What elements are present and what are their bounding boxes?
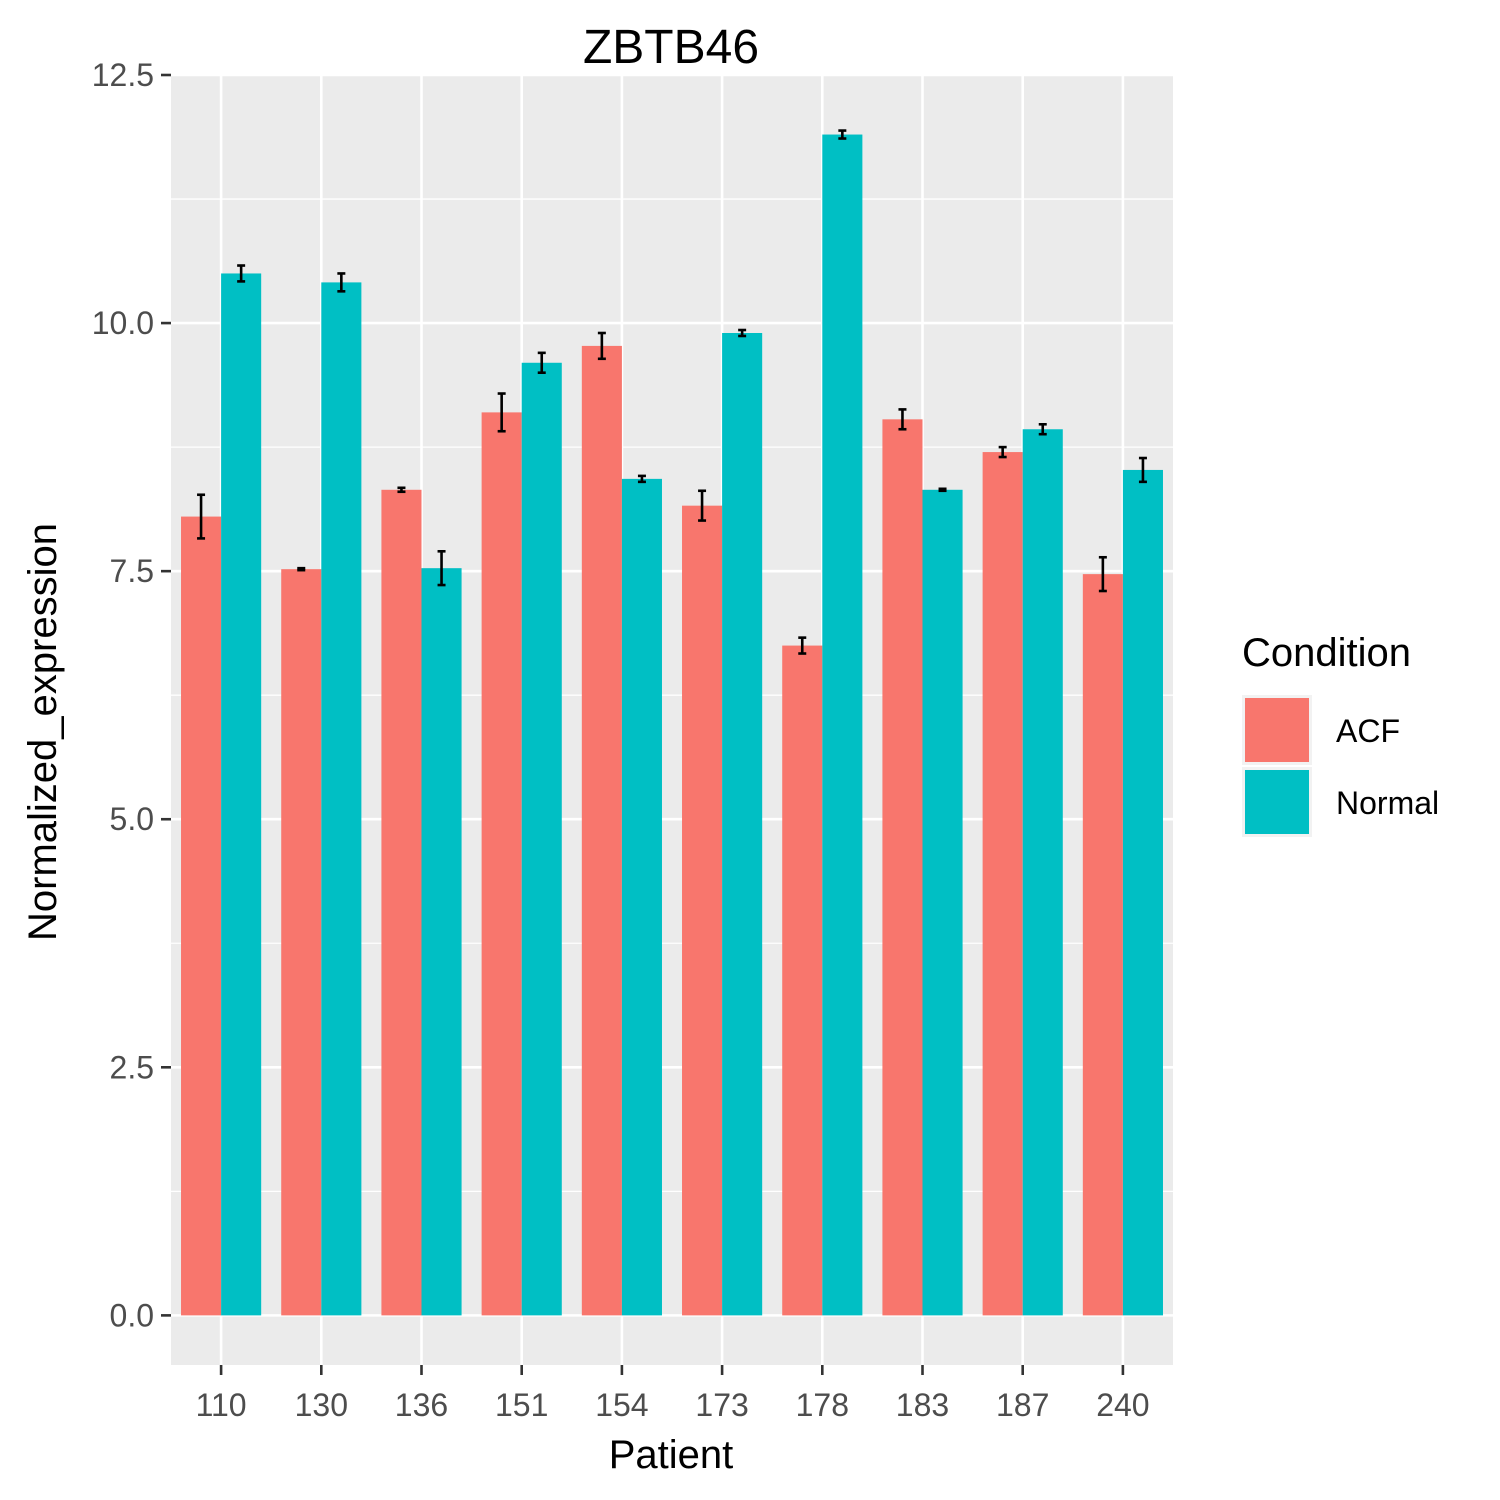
error-bar-normal-151 [537,351,546,374]
legend-key-acf [1245,698,1309,762]
x-axis: 110 130 136 151 154 173 178 183 187 240 [196,1365,1150,1423]
bar-acf-110 [181,516,222,1316]
error-bar-acf-136 [397,486,406,494]
bar-acf-136 [381,489,422,1316]
x-tick-label: 110 [196,1387,247,1423]
x-tick-label: 154 [595,1387,648,1423]
bar-normal-173 [722,333,763,1316]
x-axis-title: Patient [609,1433,734,1477]
bar-normal-110 [221,273,262,1316]
bar-acf-187 [982,452,1023,1316]
bar-acf-173 [682,505,723,1316]
legend-label-normal: Normal [1336,785,1439,821]
x-tick-label: 183 [896,1387,949,1423]
error-bar-normal-154 [637,474,646,484]
y-tick-label: 5.0 [110,801,154,837]
x-tick-label: 130 [295,1387,348,1423]
bar-acf-240 [1082,574,1123,1316]
plot-panel [171,73,1173,1365]
y-axis: 0.0 2.5 5.0 7.5 10.0 12.5 [92,57,171,1333]
y-tick-label: 10.0 [92,305,154,341]
bar-normal-130 [321,282,362,1316]
x-tick-label: 240 [1096,1387,1149,1423]
bar-normal-151 [521,362,562,1316]
y-axis-title: Normalized_expression [21,523,65,941]
error-bar-normal-240 [1138,456,1147,484]
bar-normal-183 [922,489,963,1316]
error-bar-normal-110 [237,264,246,283]
y-tick-label: 0.0 [110,1297,154,1333]
y-tick-label: 12.5 [92,57,154,93]
error-bar-normal-136 [437,550,446,587]
legend: Condition ACF Normal [1242,631,1439,837]
legend-label-acf: ACF [1336,713,1400,749]
bar-acf-130 [281,569,322,1316]
bar-acf-178 [782,645,823,1316]
error-bar-acf-130 [297,566,306,572]
chart-title: ZBTB46 [583,21,759,74]
error-bar-acf-151 [497,392,506,433]
x-tick-label: 136 [395,1387,448,1423]
legend-key-normal [1245,770,1309,834]
error-bar-normal-187 [1038,422,1047,436]
y-tick-label: 7.5 [110,553,154,589]
bar-normal-240 [1122,469,1163,1316]
bar-normal-154 [621,478,662,1316]
error-bar-acf-178 [798,636,807,655]
error-bar-acf-173 [698,489,707,522]
error-bar-normal-183 [938,487,947,493]
bar-acf-154 [581,345,622,1316]
bar-normal-187 [1022,429,1063,1316]
error-bar-acf-240 [1098,555,1107,593]
error-bar-acf-154 [597,331,606,361]
x-tick-label: 173 [695,1387,748,1423]
x-tick-label: 151 [495,1387,548,1423]
error-bar-acf-183 [898,408,907,431]
error-bar-acf-110 [197,493,206,540]
error-bar-normal-178 [838,129,847,140]
x-tick-label: 187 [996,1387,1049,1423]
y-tick-label: 2.5 [110,1049,154,1085]
error-bar-normal-130 [337,272,346,293]
bar-normal-136 [421,568,462,1316]
x-tick-label: 178 [796,1387,849,1423]
bar-normal-178 [822,134,863,1316]
legend-title: Condition [1242,631,1411,675]
error-bar-normal-173 [738,328,747,338]
bar-acf-183 [882,419,923,1316]
bar-acf-151 [481,412,522,1316]
error-bar-acf-187 [998,445,1007,459]
